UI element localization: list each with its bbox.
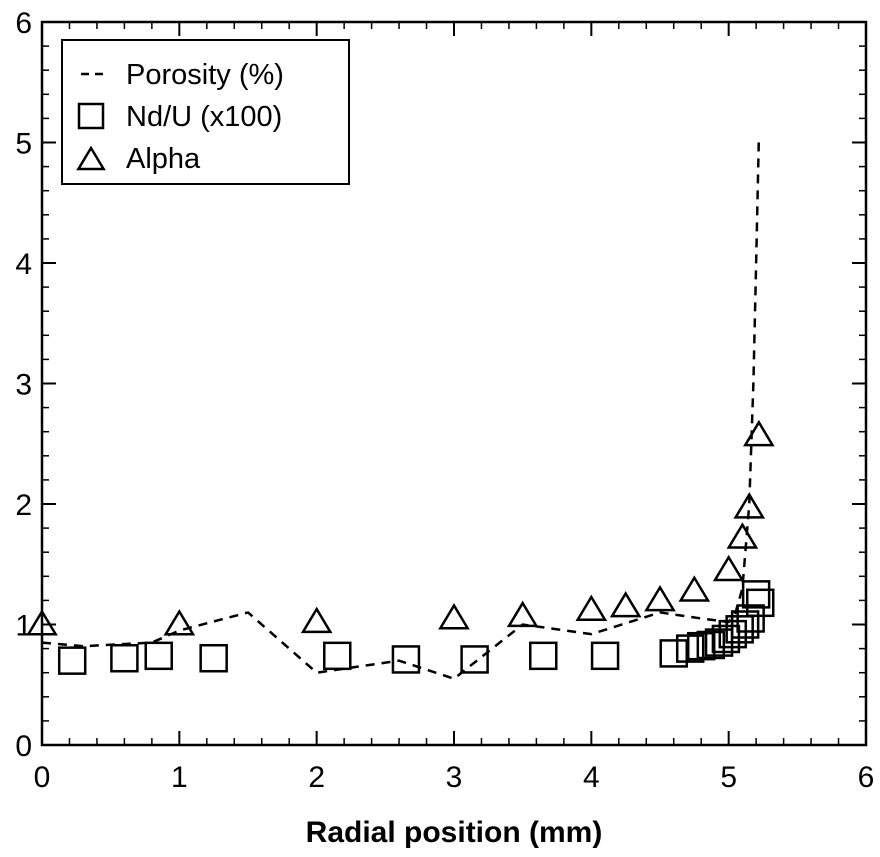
ndu-point bbox=[323, 641, 352, 671]
alpha-point bbox=[26, 609, 58, 636]
ndu-point bbox=[391, 645, 421, 674]
alpha-point bbox=[163, 609, 196, 636]
ndu-point bbox=[590, 641, 620, 671]
legend-swatch-triangle bbox=[76, 145, 106, 171]
ndu-point bbox=[730, 610, 760, 639]
x-tick-label: 0 bbox=[34, 761, 51, 794]
alpha-point bbox=[438, 603, 470, 630]
tick-labels: 0 1 2 3 4 5 6 0 1 2 3 4 5 6 bbox=[15, 7, 874, 794]
alpha-point bbox=[609, 590, 642, 618]
y-tick-label: 3 bbox=[15, 369, 32, 402]
y-tick-label: 6 bbox=[15, 7, 32, 40]
y-tick-label: 2 bbox=[15, 489, 32, 522]
series-layer bbox=[26, 136, 775, 681]
alpha-point bbox=[733, 492, 766, 519]
ndu-point bbox=[725, 615, 754, 644]
ndu-point bbox=[696, 630, 726, 660]
porosity-line bbox=[41, 136, 761, 681]
ndu-point bbox=[199, 643, 228, 673]
alpha-point bbox=[575, 594, 608, 622]
alpha-point bbox=[506, 600, 539, 628]
ndu-point bbox=[659, 639, 688, 668]
ndu-point bbox=[736, 604, 765, 633]
alpha-point bbox=[300, 606, 333, 634]
ndu-point bbox=[746, 588, 775, 618]
legend-label: Nd/U (x100) bbox=[126, 101, 282, 133]
x-tick-label: 5 bbox=[720, 761, 737, 794]
legend-box bbox=[61, 39, 350, 185]
x-tick-label: 6 bbox=[858, 761, 875, 794]
ndu-point bbox=[675, 634, 705, 663]
axis-ticks bbox=[41, 21, 867, 746]
alpha-point bbox=[644, 584, 676, 612]
y-tick-label: 0 bbox=[15, 730, 32, 763]
x-tick-label: 1 bbox=[171, 761, 188, 794]
legend-label: Porosity (%) bbox=[126, 59, 284, 91]
legend: Porosity (%) Nd/U (x100) Alpha bbox=[61, 39, 350, 185]
y-tick-label: 5 bbox=[15, 128, 32, 161]
x-tick-label: 3 bbox=[446, 761, 463, 794]
legend-label: Alpha bbox=[126, 143, 201, 175]
x-axis-title: Radial position (mm) bbox=[306, 816, 603, 849]
ndu-point bbox=[529, 641, 558, 671]
alpha-point bbox=[712, 554, 745, 582]
y-tick-label: 1 bbox=[15, 610, 32, 643]
ndu-point bbox=[460, 645, 489, 674]
x-tick-label: 4 bbox=[583, 761, 600, 794]
alpha-point bbox=[678, 575, 711, 602]
x-tick-label: 2 bbox=[308, 761, 325, 794]
legend-swatch-square bbox=[77, 102, 105, 130]
y-tick-label: 4 bbox=[15, 248, 32, 281]
ndu-point bbox=[110, 643, 139, 673]
alpha-point bbox=[743, 419, 775, 447]
ndu-point bbox=[144, 641, 173, 671]
ndu-point bbox=[741, 580, 771, 609]
alpha-point bbox=[726, 522, 759, 549]
ndu-point bbox=[57, 646, 87, 675]
